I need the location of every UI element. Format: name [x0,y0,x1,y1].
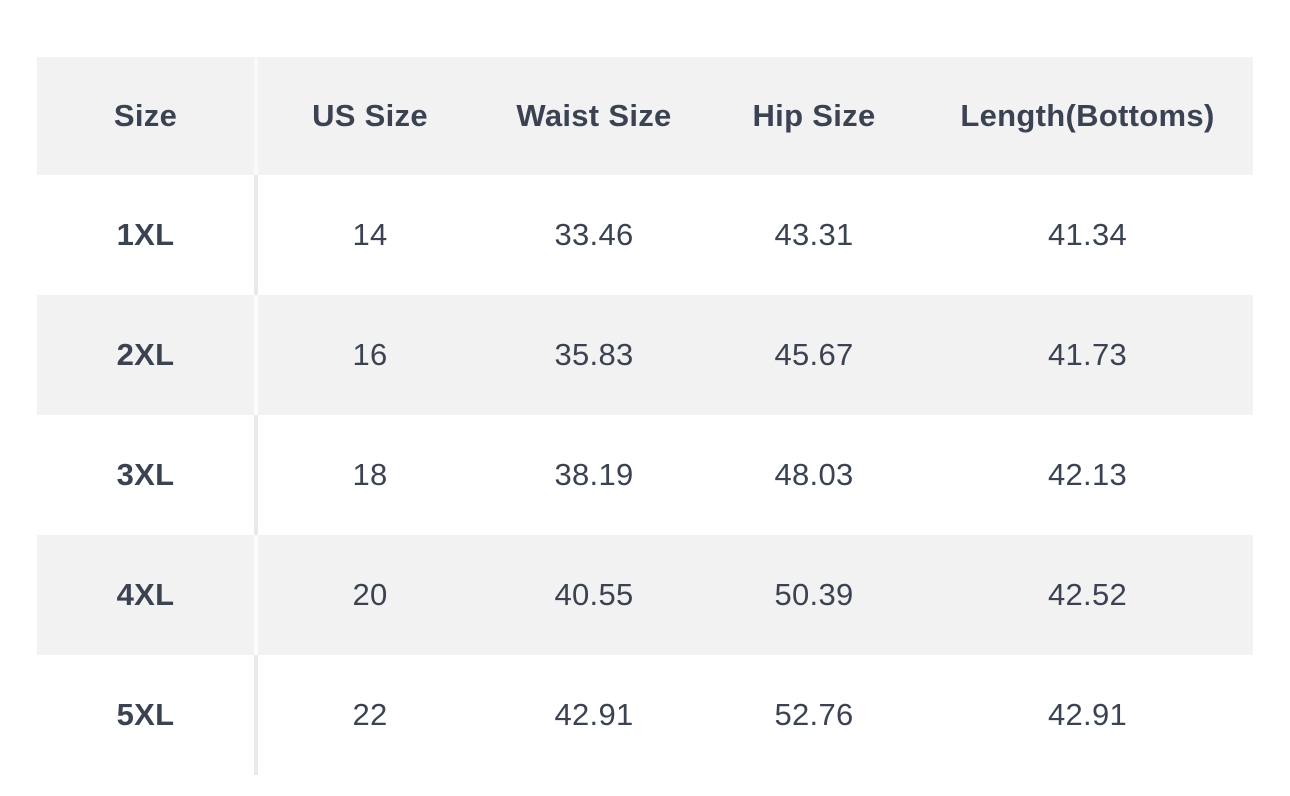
size-label-cell: 1XL [37,175,258,295]
measurement-cell: 45.67 [706,295,922,415]
measurement-cell: 41.34 [922,175,1253,295]
measurement-cell: 48.03 [706,415,922,535]
measurement-cell: 40.55 [482,535,706,655]
size-label-cell: 3XL [37,415,258,535]
column-header-length-bottoms: Length(Bottoms) [922,57,1253,175]
table-row: 2XL 16 35.83 45.67 41.73 [37,295,1253,415]
column-header-hip-size: Hip Size [706,57,922,175]
measurement-cell: 42.91 [922,655,1253,775]
column-header-size: Size [37,57,258,175]
measurement-cell: 50.39 [706,535,922,655]
column-header-waist-size: Waist Size [482,57,706,175]
measurement-cell: 41.73 [922,295,1253,415]
measurement-cell: 33.46 [482,175,706,295]
size-chart-header: Size US Size Waist Size Hip Size Length(… [37,57,1253,175]
measurement-cell: 42.13 [922,415,1253,535]
measurement-cell: 43.31 [706,175,922,295]
table-row: 1XL 14 33.46 43.31 41.34 [37,175,1253,295]
table-row: 5XL 22 42.91 52.76 42.91 [37,655,1253,775]
measurement-cell: 20 [258,535,482,655]
measurement-cell: 42.91 [482,655,706,775]
table-body: 1XL 14 33.46 43.31 41.34 2XL 16 35.83 45.67 41.73… [37,175,1253,775]
measurement-cell: 14 [258,175,482,295]
size-label-cell: 4XL [37,535,258,655]
size-chart-table: Size US Size Waist Size Hip Size Length(… [37,57,1253,775]
table-row: 3XL 18 38.19 48.03 42.13 [37,415,1253,535]
measurement-cell: 42.52 [922,535,1253,655]
measurement-cell: 18 [258,415,482,535]
measurement-cell: 16 [258,295,482,415]
size-chart-container: Size US Size Waist Size Hip Size Length(… [37,57,1253,775]
measurement-cell: 52.76 [706,655,922,775]
measurement-cell: 38.19 [482,415,706,535]
measurement-cell: 35.83 [482,295,706,415]
header-row: Size US Size Waist Size Hip Size Length(… [37,57,1253,175]
column-header-us-size: US Size [258,57,482,175]
measurement-cell: 22 [258,655,482,775]
size-label-cell: 5XL [37,655,258,775]
table-row: 4XL 20 40.55 50.39 42.52 [37,535,1253,655]
size-label-cell: 2XL [37,295,258,415]
